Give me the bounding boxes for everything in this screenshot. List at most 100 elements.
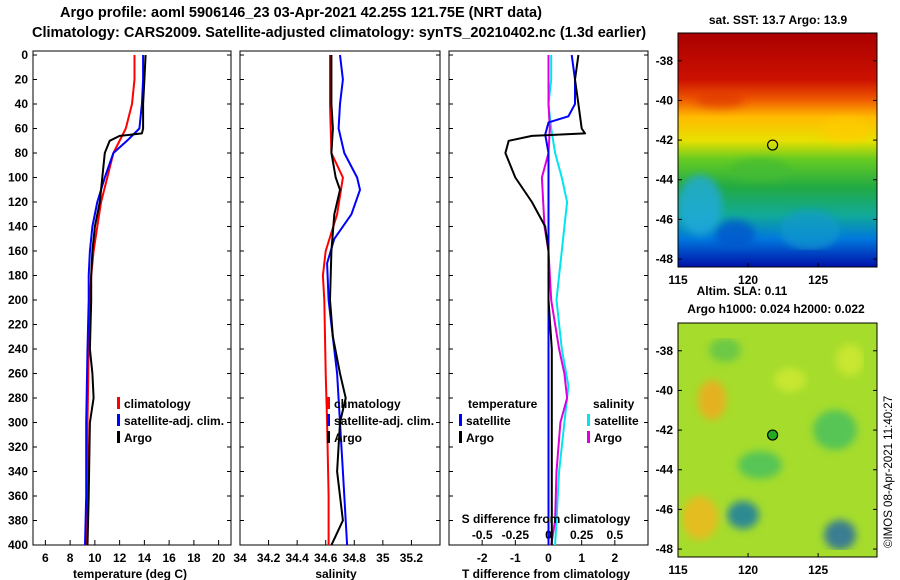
sla-map-subtitle: Argo h1000: 0.024 h2000: 0.022 xyxy=(687,302,865,316)
sst-blob xyxy=(678,175,722,235)
sst-blob xyxy=(730,158,790,182)
legend-label-satellite: satellite-adj. clim. xyxy=(334,414,434,428)
legend-swatch-sal-argo xyxy=(587,431,590,443)
sst-argo-location-marker xyxy=(766,139,779,151)
y-tick-label: 280 xyxy=(8,391,28,405)
legend-swatch-sal-satellite xyxy=(587,414,590,426)
difference-xlabel: T difference from climatology xyxy=(462,567,630,580)
x-tick-label: 12 xyxy=(113,551,127,565)
y-tick-label: 60 xyxy=(15,122,29,136)
legend-label-sal-satellite: satellite xyxy=(594,414,639,428)
x-tick-label: 35 xyxy=(376,551,390,565)
legend-label-sal-argo: Argo xyxy=(594,431,622,445)
y-tick-label: 300 xyxy=(8,416,28,430)
map-x-tick-label: 115 xyxy=(668,273,688,287)
map-y-tick-label: -38 xyxy=(656,54,674,68)
salinity-x-axis: 34 34.2 34.4 34.6 34.8 35 35.2 xyxy=(233,540,423,565)
temperature-x-axis: 6 8 10 12 14 16 18 20 xyxy=(42,540,226,565)
map-y-tick-label: -40 xyxy=(656,383,674,397)
salinity-plot-frame xyxy=(239,50,441,546)
x-tick-label: 1 xyxy=(578,551,585,565)
legend-label-argo: Argo xyxy=(124,431,152,445)
y-tick-label: 240 xyxy=(8,342,28,356)
sla-map-image xyxy=(678,323,877,557)
y-tick-label: 120 xyxy=(8,195,28,209)
legend-swatch-temp-satellite xyxy=(459,414,462,426)
s-tick-label: 0.25 xyxy=(570,528,594,542)
map-x-tick-label: 120 xyxy=(738,273,758,287)
map-y-tick-label: -48 xyxy=(656,542,674,556)
sla-blob xyxy=(709,338,741,362)
map-x-tick-label: 115 xyxy=(668,563,688,577)
legend-label-temp-argo: Argo xyxy=(466,431,494,445)
sla-map-axes: 115 120 125 -38 -40 -42 -44 -46 -48 xyxy=(656,344,877,577)
temperature-legend: climatology satellite-adj. clim. Argo xyxy=(117,397,224,445)
y-tick-label: 160 xyxy=(8,244,28,258)
sst-texture xyxy=(678,92,870,250)
sst-blob xyxy=(695,92,745,108)
x-tick-label: 34.8 xyxy=(343,551,367,565)
series-line-argo xyxy=(329,55,347,546)
map-y-tick-label: -46 xyxy=(656,502,674,516)
y-tick-label: 400 xyxy=(8,538,28,552)
x-tick-label: 18 xyxy=(187,551,201,565)
sla-blob xyxy=(824,520,856,550)
difference-series xyxy=(449,54,648,546)
figure-title-line1: Argo profile: aoml 5906146_23 03-Apr-202… xyxy=(60,5,542,21)
legend-heading-salinity: salinity xyxy=(593,397,635,411)
legend-swatch-satellite xyxy=(117,414,120,426)
y-tick-label: 200 xyxy=(8,293,28,307)
x-tick-label: 8 xyxy=(67,551,74,565)
difference-legend-temperature: temperature satellite Argo xyxy=(459,397,538,445)
x-tick-label: 10 xyxy=(88,551,102,565)
sla-blob xyxy=(774,368,806,392)
x-tick-label: 20 xyxy=(212,551,226,565)
x-tick-label: 34.4 xyxy=(285,551,309,565)
sla-texture xyxy=(682,338,864,550)
y-tick-label: 80 xyxy=(15,146,29,160)
map-y-tick-label: -40 xyxy=(656,93,674,107)
map-y-tick-label: -38 xyxy=(656,344,674,358)
map-y-tick-label: -44 xyxy=(656,173,674,187)
figure-title-line2: Climatology: CARS2009. Satellite-adjuste… xyxy=(32,25,647,41)
legend-swatch-satellite xyxy=(327,414,330,426)
series-line-temperature-argo xyxy=(504,54,586,545)
legend-swatch-climatology xyxy=(327,397,330,409)
difference-top-xlabel: S difference from climatology xyxy=(462,512,631,526)
x-tick-label: -2 xyxy=(477,551,488,565)
x-tick-label: -1 xyxy=(510,551,521,565)
map-x-tick-label: 120 xyxy=(738,563,758,577)
legend-swatch-temp-argo xyxy=(459,431,462,443)
series-line-climatology xyxy=(85,55,136,546)
s-tick-label: -0.25 xyxy=(502,528,530,542)
salinity-xlabel: salinity xyxy=(315,567,357,580)
temperature-y-axis: 0 20 40 60 80 100 120 140 160 180 200 220 240 260 280 3… xyxy=(8,48,28,552)
series-line-satellite-adj-clim- xyxy=(326,54,361,546)
x-tick-label: 34.2 xyxy=(257,551,281,565)
legend-swatch-argo xyxy=(117,431,120,443)
sla-map-title: Altim. SLA: 0.11 xyxy=(697,284,788,298)
map-y-tick-label: -46 xyxy=(656,212,674,226)
y-tick-label: 180 xyxy=(8,269,28,283)
legend-swatch-argo xyxy=(327,431,330,443)
x-tick-label: 34 xyxy=(233,551,247,565)
series-line-argo xyxy=(86,54,147,546)
series-line-satellite-adj-clim- xyxy=(84,55,145,546)
sst-map-frame xyxy=(677,32,878,268)
x-tick-label: 35.2 xyxy=(400,551,424,565)
temperature-series xyxy=(33,54,231,546)
y-tick-label: 380 xyxy=(8,514,28,528)
s-tick-label: 0.5 xyxy=(606,528,623,542)
legend-heading-temperature: temperature xyxy=(468,397,538,411)
difference-s-axis: -0.5 -0.25 0 0.25 0.5 xyxy=(472,528,624,542)
x-tick-label: 6 xyxy=(42,551,49,565)
sst-map-title: sat. SST: 13.7 Argo: 13.9 xyxy=(709,13,848,27)
s-tick-label: -0.5 xyxy=(472,528,493,542)
sla-map-frame xyxy=(677,322,878,558)
sla-blob xyxy=(813,410,857,450)
y-tick-label: 340 xyxy=(8,465,28,479)
legend-label-climatology: climatology xyxy=(334,397,401,411)
sst-blob xyxy=(715,220,755,250)
legend-swatch-climatology xyxy=(117,397,120,409)
